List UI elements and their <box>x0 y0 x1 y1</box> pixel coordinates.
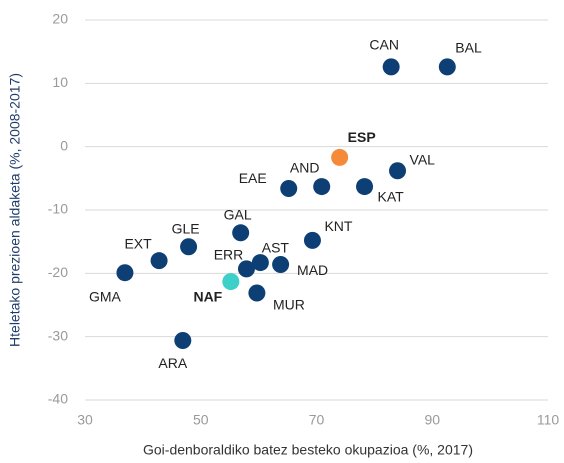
point <box>382 58 400 76</box>
point <box>356 178 374 196</box>
y-tick-label: -40 <box>48 391 68 407</box>
point <box>237 260 255 278</box>
x-tick-label: 70 <box>309 412 325 428</box>
point-label: ERR <box>214 247 244 263</box>
point-label: NAF <box>193 288 222 304</box>
point-label: GMA <box>89 288 122 304</box>
point <box>272 255 290 273</box>
point-label: EAE <box>239 170 267 186</box>
x-axis-title: Goi-denboraldiko batez besteko okupazioa… <box>143 442 473 458</box>
point-label: GLE <box>172 220 200 236</box>
y-tick-label: 0 <box>60 137 68 153</box>
point <box>313 178 331 196</box>
y-tick-label: -30 <box>48 327 68 343</box>
point <box>280 179 298 197</box>
point <box>331 148 349 166</box>
point <box>180 238 198 256</box>
x-tick-label: 90 <box>424 412 440 428</box>
point-label: ARA <box>158 355 187 371</box>
y-tick-label: -20 <box>48 264 68 280</box>
point <box>116 264 134 282</box>
point-label: MUR <box>273 297 305 313</box>
y-axis-title: Hteletako prezioen aldaketa (%, 2008-201… <box>7 73 23 347</box>
point-label: EXT <box>124 235 152 251</box>
point <box>303 231 321 249</box>
x-tick-label: 30 <box>77 412 93 428</box>
x-tick-label: 110 <box>537 412 560 428</box>
point <box>150 252 168 270</box>
point-label: AST <box>262 239 290 255</box>
point <box>232 224 250 242</box>
point-label: AND <box>290 159 320 175</box>
y-tick-label: 10 <box>52 74 68 90</box>
y-tick-label: -10 <box>48 201 68 217</box>
point <box>174 331 192 349</box>
point-label: GAL <box>224 207 252 223</box>
point-label: KNT <box>324 218 352 234</box>
point-label: KAT <box>378 188 405 204</box>
point <box>389 162 407 180</box>
point <box>222 273 240 291</box>
point-label: MAD <box>297 262 328 278</box>
point-label: BAL <box>455 40 482 56</box>
point <box>438 58 456 76</box>
point <box>248 284 266 302</box>
point-label: VAL <box>410 151 436 167</box>
point-label: ESP <box>348 129 376 145</box>
point <box>251 254 269 272</box>
point-label: CAN <box>369 37 399 53</box>
x-tick-label: 50 <box>193 412 209 428</box>
y-tick-label: 20 <box>52 11 68 27</box>
